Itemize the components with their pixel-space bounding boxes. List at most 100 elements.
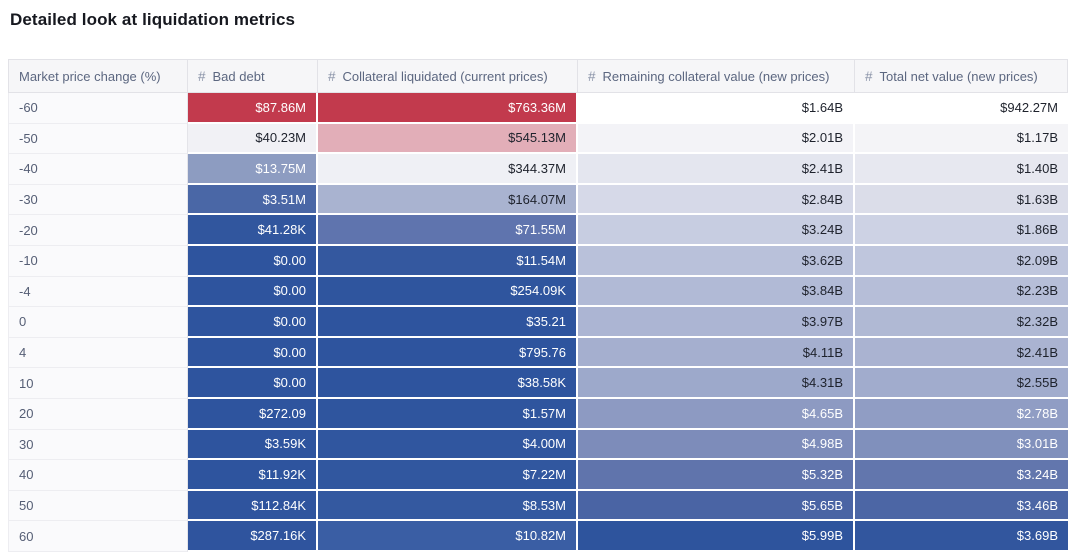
- value-cell: $763.36M: [318, 93, 578, 124]
- value-cell: $3.97B: [578, 307, 855, 338]
- table-row: -10 $0.00 $11.54M $3.62B $2.09B: [8, 245, 1068, 277]
- value-cell: $1.17B: [855, 123, 1068, 155]
- value-cell: $164.07M: [318, 184, 578, 216]
- value-cell: $40.23M: [188, 123, 318, 155]
- value-cell: $2.32B: [855, 307, 1068, 338]
- value-cell: $3.51M: [188, 184, 318, 216]
- value-cell: $3.62B: [578, 245, 855, 277]
- table-header-row: Market price change (%) # Bad debt # Colla…: [8, 59, 1068, 93]
- column-header-label: Remaining collateral value (new prices): [602, 68, 830, 84]
- value-cell: $1.40B: [855, 154, 1068, 185]
- value-cell: $4.65B: [578, 398, 855, 430]
- table-row: 10 $0.00 $38.58K $4.31B $2.55B: [8, 368, 1068, 399]
- value-cell: $3.01B: [855, 429, 1068, 461]
- row-label: 10: [8, 368, 188, 399]
- value-cell: $11.54M: [318, 245, 578, 277]
- value-cell: $1.63B: [855, 184, 1068, 216]
- value-cell: $2.78B: [855, 398, 1068, 430]
- row-label: 40: [8, 460, 188, 491]
- value-cell: $2.41B: [855, 337, 1068, 369]
- value-cell: $4.98B: [578, 429, 855, 461]
- numeric-type-icon: #: [328, 68, 336, 84]
- value-cell: $10.82M: [318, 521, 578, 552]
- column-header-label: Bad debt: [212, 68, 265, 84]
- table-row: 40 $11.92K $7.22M $5.32B $3.24B: [8, 460, 1068, 491]
- value-cell: $41.28K: [188, 215, 318, 246]
- row-label: -4: [8, 276, 188, 308]
- value-cell: $0.00: [188, 337, 318, 369]
- value-cell: $8.53M: [318, 490, 578, 522]
- value-cell: $344.37M: [318, 154, 578, 185]
- numeric-type-icon: #: [865, 68, 873, 84]
- value-cell: $35.21: [318, 307, 578, 338]
- row-label: 0: [8, 307, 188, 338]
- numeric-type-icon: #: [588, 68, 596, 84]
- column-header-market-price-change: Market price change (%): [8, 59, 188, 93]
- column-header-total-net-value: # Total net value (new prices): [855, 59, 1068, 93]
- column-header-label: Collateral liquidated (current prices): [342, 68, 548, 84]
- value-cell: $2.09B: [855, 245, 1068, 277]
- value-cell: $13.75M: [188, 154, 318, 185]
- value-cell: $2.84B: [578, 184, 855, 216]
- column-header-remaining-collateral: # Remaining collateral value (new prices): [578, 59, 855, 93]
- column-header-bad-debt: # Bad debt: [188, 59, 318, 93]
- table-row: 30 $3.59K $4.00M $4.98B $3.01B: [8, 429, 1068, 461]
- row-label: -40: [8, 154, 188, 185]
- value-cell: $5.99B: [578, 521, 855, 552]
- table-row: 60 $287.16K $10.82M $5.99B $3.69B: [8, 521, 1068, 552]
- value-cell: $5.32B: [578, 460, 855, 491]
- value-cell: $0.00: [188, 307, 318, 338]
- table-row: 20 $272.09 $1.57M $4.65B $2.78B: [8, 398, 1068, 430]
- column-header-label: Market price change (%): [19, 68, 161, 84]
- table-row: -40 $13.75M $344.37M $2.41B $1.40B: [8, 154, 1068, 185]
- table-row: 50 $112.84K $8.53M $5.65B $3.46B: [8, 490, 1068, 522]
- table-row: 0 $0.00 $35.21 $3.97B $2.32B: [8, 307, 1068, 338]
- value-cell: $272.09: [188, 398, 318, 430]
- table-body: -60 $87.86M $763.36M $1.64B $942.27M -50 $40.2…: [8, 93, 1068, 552]
- value-cell: $1.57M: [318, 398, 578, 430]
- value-cell: $3.46B: [855, 490, 1068, 522]
- value-cell: $5.65B: [578, 490, 855, 522]
- value-cell: $4.11B: [578, 337, 855, 369]
- value-cell: $3.24B: [578, 215, 855, 246]
- row-label: 20: [8, 398, 188, 430]
- table-row: -4 $0.00 $254.09K $3.84B $2.23B: [8, 276, 1068, 308]
- value-cell: $942.27M: [855, 93, 1068, 124]
- value-cell: $7.22M: [318, 460, 578, 491]
- value-cell: $3.69B: [855, 521, 1068, 552]
- value-cell: $0.00: [188, 276, 318, 308]
- table-row: 4 $0.00 $795.76 $4.11B $2.41B: [8, 337, 1068, 369]
- value-cell: $3.59K: [188, 429, 318, 461]
- column-header-label: Total net value (new prices): [879, 68, 1038, 84]
- liquidation-metrics-table: Market price change (%) # Bad debt # Colla…: [8, 59, 1068, 552]
- row-label: -30: [8, 184, 188, 216]
- value-cell: $11.92K: [188, 460, 318, 491]
- page-title: Detailed look at liquidation metrics: [10, 10, 296, 29]
- row-label: -10: [8, 245, 188, 277]
- table-row: -20 $41.28K $71.55M $3.24B $1.86B: [8, 215, 1068, 246]
- value-cell: $38.58K: [318, 368, 578, 399]
- table-row: -30 $3.51M $164.07M $2.84B $1.63B: [8, 184, 1068, 216]
- value-cell: $3.24B: [855, 460, 1068, 491]
- value-cell: $4.00M: [318, 429, 578, 461]
- value-cell: $1.64B: [578, 93, 855, 124]
- table-row: -50 $40.23M $545.13M $2.01B $1.17B: [8, 123, 1068, 155]
- row-label: 30: [8, 429, 188, 461]
- value-cell: $4.31B: [578, 368, 855, 399]
- row-label: -20: [8, 215, 188, 246]
- value-cell: $87.86M: [188, 93, 318, 124]
- row-label: 4: [8, 337, 188, 369]
- value-cell: $287.16K: [188, 521, 318, 552]
- value-cell: $0.00: [188, 368, 318, 399]
- numeric-type-icon: #: [198, 68, 206, 84]
- column-header-collateral-liquidated: # Collateral liquidated (current prices): [318, 59, 578, 93]
- value-cell: $112.84K: [188, 490, 318, 522]
- value-cell: $2.55B: [855, 368, 1068, 399]
- row-label: 50: [8, 490, 188, 522]
- value-cell: $71.55M: [318, 215, 578, 246]
- value-cell: $795.76: [318, 337, 578, 369]
- value-cell: $2.23B: [855, 276, 1068, 308]
- value-cell: $0.00: [188, 245, 318, 277]
- value-cell: $2.01B: [578, 123, 855, 155]
